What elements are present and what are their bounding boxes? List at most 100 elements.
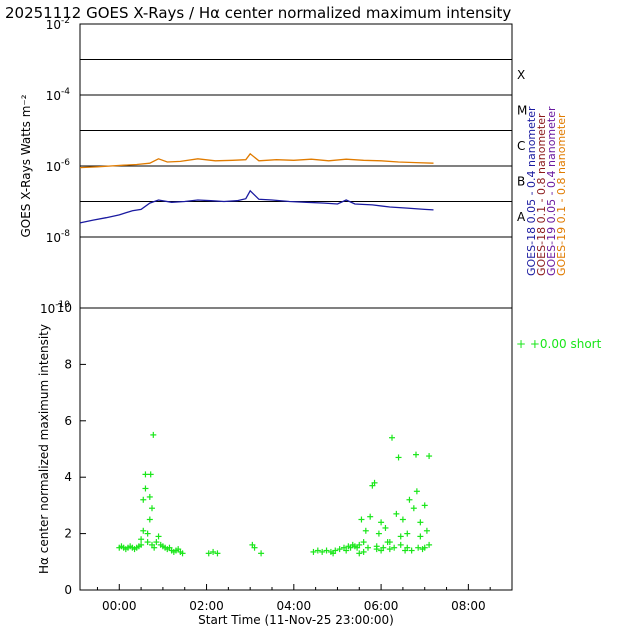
halpha-point-75 (393, 510, 400, 517)
halpha-point-19 (146, 516, 153, 523)
halpha-point-67 (375, 530, 382, 537)
goes-legend-1: GOES-18 0.1 - 0.8 nanometer (535, 113, 548, 276)
halpha-point-47 (323, 547, 330, 554)
halpha-ytick-label-2: 4 (64, 470, 72, 484)
goes-legend-0: GOES-18 0.05 - 0.4 nanometer (525, 106, 538, 276)
halpha-point-37 (179, 550, 186, 557)
halpha-point-22 (149, 505, 155, 512)
xtick-label-4: 08:00 (451, 599, 486, 613)
chart-title: 20251112 GOES X-Rays / Hα center normali… (5, 4, 511, 22)
halpha-point-20 (147, 471, 154, 478)
halpha-point-17 (144, 530, 151, 537)
halpha-point-84 (413, 451, 419, 458)
halpha-point-81 (406, 496, 413, 503)
halpha-point-25 (153, 539, 160, 546)
halpha-point-44 (310, 548, 317, 555)
halpha-point-13 (140, 496, 147, 503)
halpha-point-97 (404, 530, 411, 537)
halpha-point-63 (367, 513, 374, 520)
halpha-ytick-label-3: 6 (64, 414, 72, 428)
halpha-point-26 (155, 533, 162, 540)
halpha-point-11 (138, 536, 145, 543)
xtick-label-3: 06:00 (364, 599, 399, 613)
halpha-y-axis-label: Hα center normalized maximum intensity (37, 324, 51, 574)
goes-legend-3: GOES-19 0.1 - 0.8 nanometer (555, 113, 568, 276)
halpha-point-52 (343, 547, 350, 554)
goes-ytick-label-4: 10-2 (46, 16, 70, 32)
flare-class-X: X (517, 68, 525, 82)
goes-series-1 (79, 189, 434, 224)
halpha-point-39 (210, 548, 217, 555)
halpha-point-76 (395, 454, 402, 461)
halpha-point-59 (358, 516, 365, 523)
halpha-point-38 (205, 550, 212, 557)
halpha-point-61 (362, 527, 369, 534)
halpha-point-46 (319, 548, 326, 555)
halpha-point-60 (360, 539, 367, 546)
halpha-point-78 (399, 516, 406, 523)
goes-legend-2: GOES-19 0.05 - 0.4 nanometer (545, 106, 558, 276)
halpha-point-95 (386, 539, 393, 546)
halpha-point-82 (408, 547, 415, 554)
halpha-point-62 (365, 544, 371, 551)
halpha-point-101 (360, 548, 367, 555)
goes-y-axis-label: GOES X-Rays Watts m⁻² (19, 94, 33, 237)
halpha-point-18 (146, 493, 153, 500)
goes-ytick-label-0: 10-10 (40, 300, 70, 316)
x-axis-label: Start Time (11-Nov-25 23:00:00) (198, 613, 394, 627)
halpha-point-90 (423, 527, 430, 534)
xtick-label-2: 04:00 (277, 599, 312, 613)
halpha-point-100 (356, 550, 363, 557)
goes-ytick-label-2: 10-6 (46, 158, 71, 174)
halpha-point-65 (371, 479, 378, 486)
halpha-point-92 (426, 541, 433, 548)
halpha-point-50 (336, 546, 343, 553)
halpha-point-89 (421, 502, 428, 509)
goes-series-0 (79, 152, 434, 169)
halpha-ytick-label-5: 10 (57, 301, 72, 315)
halpha-panel-frame (79, 307, 513, 591)
flare-class-A: A (517, 210, 526, 224)
halpha-point-43 (258, 550, 265, 557)
halpha-point-16 (144, 539, 151, 546)
halpha-point-87 (417, 519, 424, 526)
halpha-point-77 (397, 541, 404, 548)
halpha-point-15 (142, 471, 149, 478)
halpha-point-102 (330, 550, 337, 557)
halpha-point-94 (378, 519, 385, 526)
halpha-point-70 (382, 524, 389, 531)
halpha-point-42 (251, 544, 258, 551)
halpha-point-98 (417, 533, 424, 540)
halpha-point-58 (356, 541, 363, 548)
halpha-point-96 (397, 533, 404, 540)
halpha-point-85 (413, 488, 420, 495)
halpha-ytick-label-0: 0 (64, 583, 72, 597)
halpha-point-93 (373, 543, 380, 550)
goes-ytick-label-1: 10-8 (46, 229, 71, 245)
halpha-point-14 (142, 485, 149, 492)
flare-class-C: C (517, 139, 525, 153)
halpha-point-83 (410, 505, 417, 512)
halpha-legend: + +0.00 short (516, 337, 602, 351)
flare-class-B: B (517, 175, 525, 189)
halpha-point-45 (314, 547, 321, 554)
halpha-point-69 (380, 544, 387, 551)
halpha-point-91 (426, 453, 433, 460)
halpha-point-10 (138, 541, 145, 548)
halpha-point-72 (386, 546, 393, 553)
halpha-point-80 (404, 544, 411, 551)
halpha-point-99 (421, 544, 428, 551)
halpha-point-40 (214, 550, 221, 557)
flare-class-M: M (517, 104, 527, 118)
halpha-point-74 (391, 544, 398, 551)
halpha-point-73 (389, 434, 395, 441)
halpha-point-86 (415, 544, 422, 551)
xtick-label-0: 00:00 (102, 599, 137, 613)
halpha-point-24 (151, 544, 158, 551)
halpha-point-23 (150, 431, 157, 438)
goes-ytick-label-3: 10-4 (46, 87, 71, 103)
halpha-point-12 (140, 527, 147, 534)
halpha-ytick-label-1: 2 (64, 527, 72, 541)
xtick-label-1: 02:00 (189, 599, 224, 613)
